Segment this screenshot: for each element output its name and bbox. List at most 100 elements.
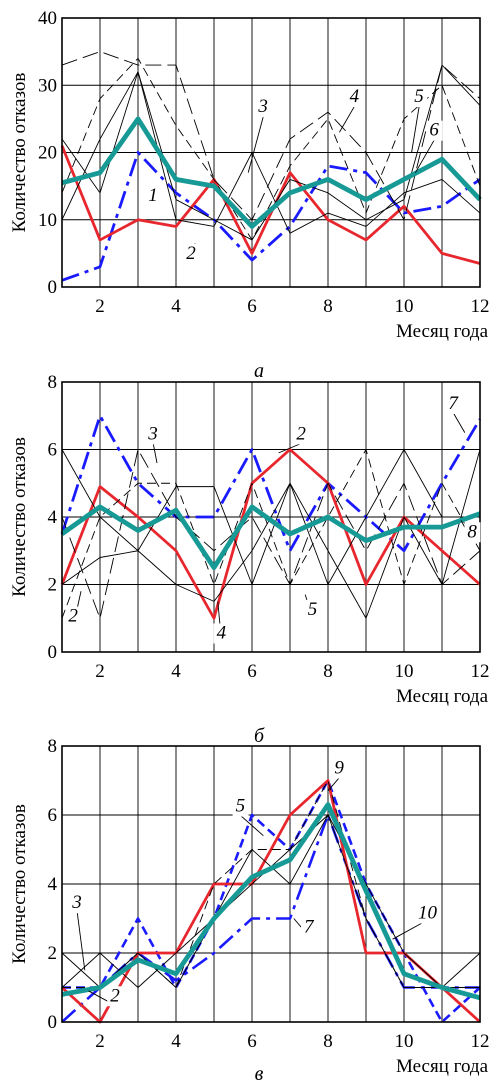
y-tick-label: 8 — [48, 736, 58, 757]
panel-caption: в — [255, 1063, 264, 1085]
series-number-label: 1 — [148, 185, 158, 206]
leader-line — [152, 443, 158, 464]
series-line-1 — [61, 151, 481, 282]
x-tick-label: 8 — [323, 296, 333, 317]
y-tick-label: 10 — [38, 210, 57, 231]
series-line-2 — [60, 448, 481, 620]
y-tick-label: 6 — [48, 805, 58, 826]
series-line-5 — [61, 449, 481, 619]
x-tick-label: 6 — [247, 1031, 257, 1052]
x-tick-label: 6 — [247, 661, 257, 682]
series-number-background — [255, 97, 272, 118]
leader-line — [339, 105, 355, 133]
series-line-3 — [61, 71, 481, 234]
y-tick-label: 20 — [38, 143, 57, 164]
x-tick-label: 8 — [323, 661, 333, 682]
series-number-label: 3 — [71, 892, 82, 913]
series-number-label: 8 — [467, 521, 477, 542]
series-line-2 — [61, 779, 481, 1024]
x-axis-label: Месяц года — [396, 321, 489, 342]
series-line-2 — [60, 145, 481, 265]
series-number-label: 2 — [186, 243, 196, 264]
y-tick-label: 40 — [38, 8, 57, 29]
y-tick-label: 0 — [48, 1012, 58, 1033]
x-tick-label: 4 — [171, 296, 181, 317]
x-tick-label: 12 — [471, 1031, 490, 1052]
series-line-3 — [61, 814, 480, 988]
series-number-label: 5 — [236, 796, 246, 817]
series-number-label: 2 — [296, 423, 306, 444]
series-line-5 — [61, 57, 481, 241]
leader-line — [392, 922, 424, 940]
x-tick-label: 4 — [171, 661, 181, 682]
plot-frame — [61, 745, 481, 1023]
chart-panel-v: 0 2 4 6 8 2 4 6 8 10 12 Месяц года Количество отказо… — [9, 736, 490, 1085]
leader-line — [247, 116, 264, 173]
series-number-background — [65, 606, 82, 627]
series-number-label: 7 — [448, 393, 459, 414]
series-number-background — [293, 424, 310, 445]
y-tick-label: 30 — [38, 75, 57, 96]
series-line-4 — [61, 51, 481, 221]
plot-frame — [61, 381, 481, 653]
panel-caption: а — [254, 360, 264, 382]
x-axis-label: Месяц года — [396, 686, 489, 707]
series-line-10 — [61, 814, 481, 988]
y-tick-label: 2 — [48, 943, 58, 964]
y-tick-label: 6 — [48, 440, 58, 461]
y-tick-label: 2 — [48, 575, 58, 596]
series-line-9 — [62, 780, 480, 988]
leader-line — [327, 777, 340, 792]
y-tick-label: 0 — [48, 642, 58, 663]
series-number-background — [411, 87, 428, 108]
plot-frame — [61, 17, 481, 288]
series-number-background — [464, 522, 481, 543]
series-number-label: 2 — [68, 606, 78, 627]
series-number-background — [426, 120, 443, 141]
series-line-mean — [60, 504, 481, 571]
series-number-background — [107, 986, 124, 1007]
leader-line — [415, 139, 435, 173]
x-tick-label: 4 — [171, 1031, 181, 1052]
series-number-background — [445, 394, 462, 414]
series-number-background — [301, 917, 317, 938]
series-number-background — [145, 424, 162, 445]
series-number-label: 4 — [217, 623, 227, 644]
leader-line — [76, 912, 86, 971]
leader-line — [278, 442, 302, 454]
series-line-7 — [60, 414, 482, 553]
y-axis-label: Количество отказов — [9, 804, 30, 964]
x-tick-label: 2 — [95, 1031, 105, 1052]
leader-line — [411, 105, 420, 153]
series-line-mean — [61, 802, 481, 1001]
series-number-label: 3 — [257, 96, 268, 117]
x-axis-label: Месяц года — [396, 1056, 489, 1077]
y-axis-label: Количество отказов — [9, 73, 30, 233]
series-number-label: 10 — [418, 903, 438, 924]
series-number-background — [415, 903, 441, 924]
series-line-8 — [61, 449, 481, 619]
leader-line — [240, 815, 264, 837]
series-line-5 — [62, 779, 481, 1024]
series-number-background — [69, 893, 86, 914]
x-tick-label: 10 — [395, 296, 414, 317]
series-number-label: 5 — [414, 86, 424, 107]
y-tick-label: 0 — [48, 277, 58, 298]
y-tick-label: 8 — [48, 372, 58, 393]
series-number-background — [145, 185, 162, 206]
series-number-label: 9 — [334, 758, 344, 779]
x-tick-label: 2 — [95, 661, 105, 682]
series-number-label: 4 — [350, 86, 360, 107]
series-number-label: 6 — [429, 120, 439, 141]
series-line-mean — [61, 116, 482, 229]
y-axis-label: Количество отказов — [9, 437, 30, 597]
x-tick-label: 10 — [395, 661, 414, 682]
series-number-label: 5 — [308, 599, 318, 620]
x-tick-label: 10 — [395, 1031, 414, 1052]
x-tick-label: 6 — [247, 296, 257, 317]
series-number-background — [331, 758, 348, 779]
series-number-background — [183, 243, 200, 264]
